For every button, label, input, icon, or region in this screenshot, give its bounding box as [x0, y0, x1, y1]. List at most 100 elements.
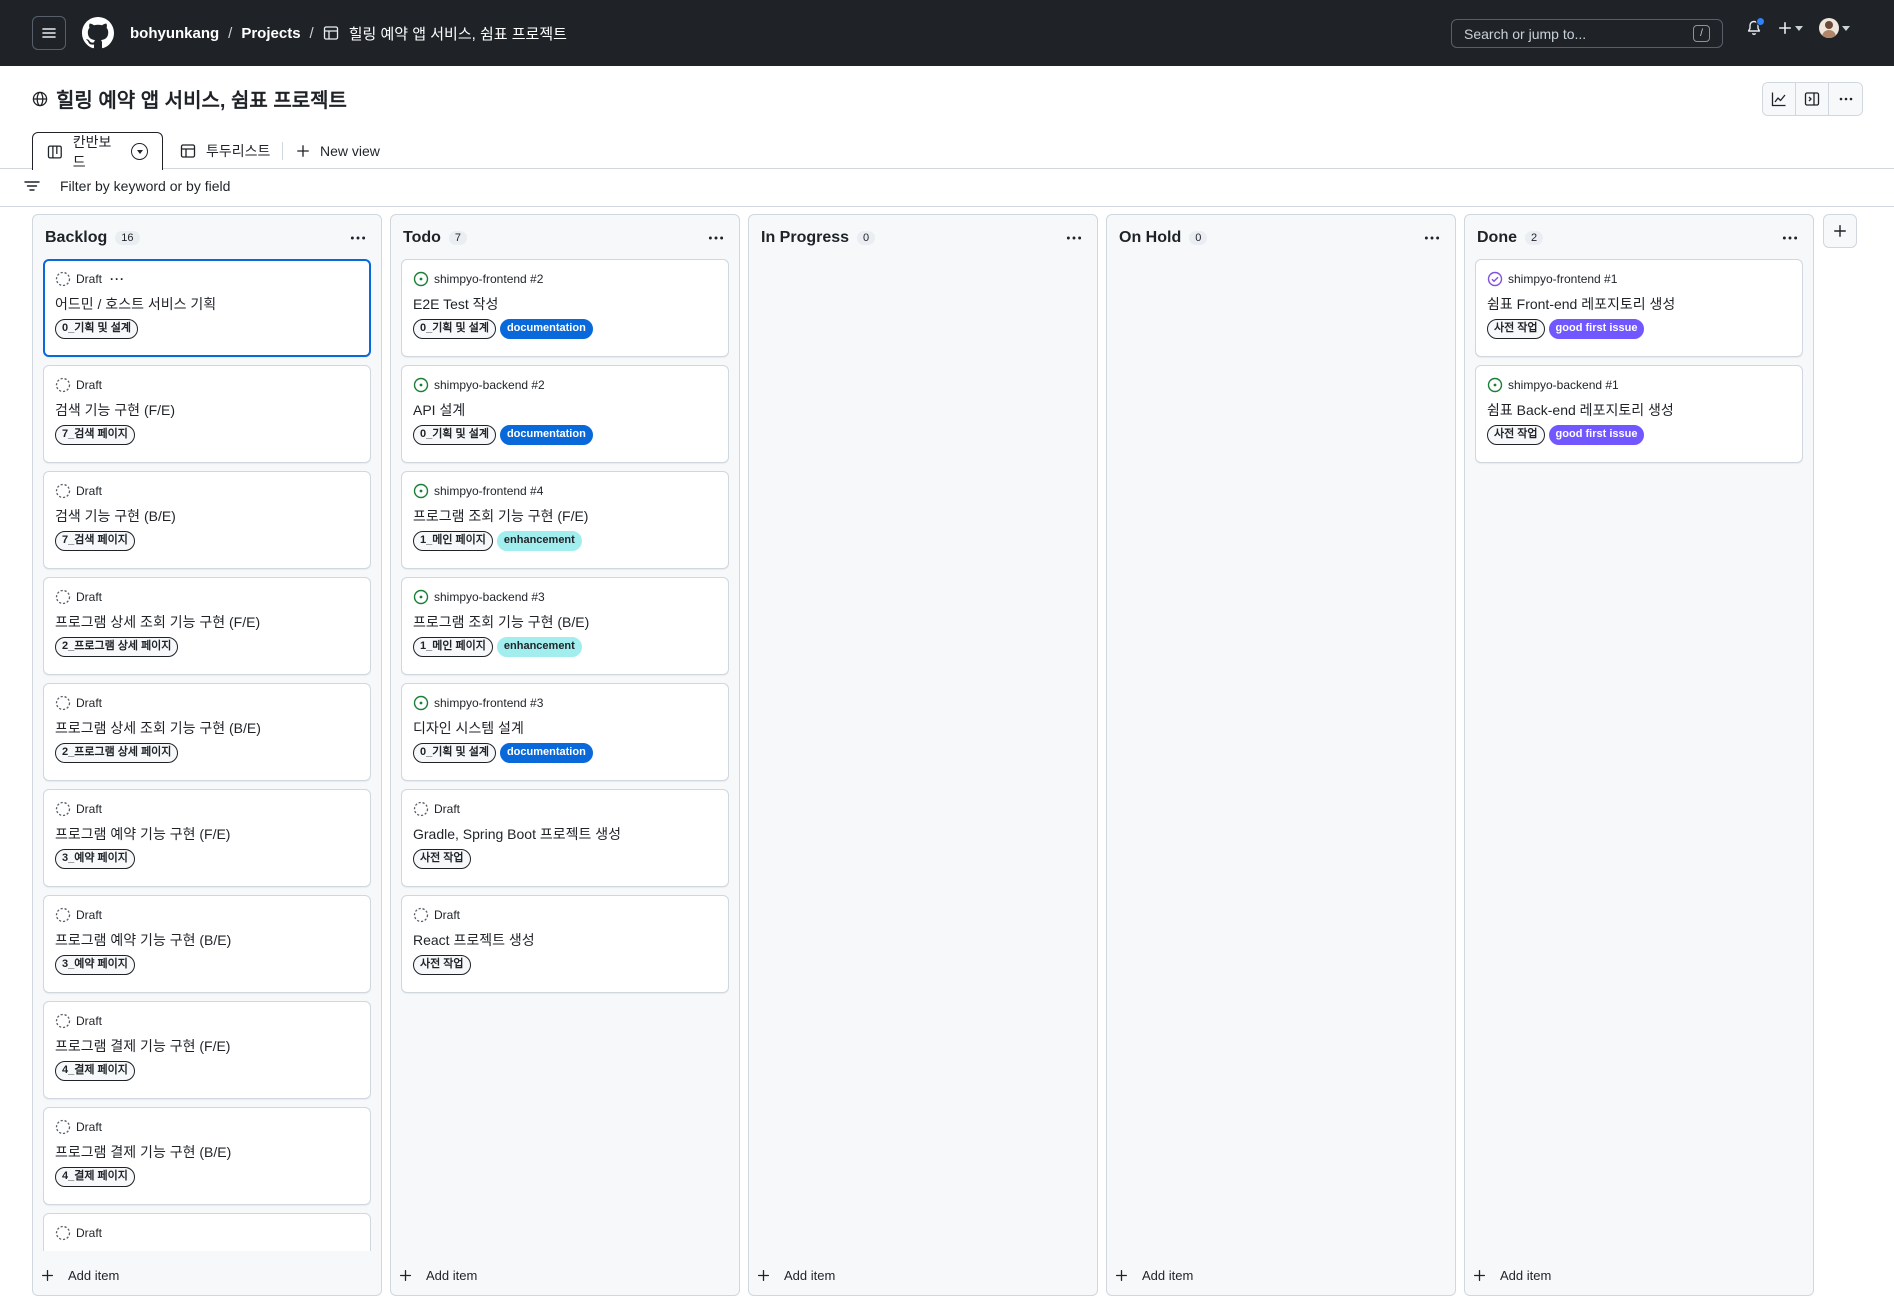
add-column-button[interactable] [1823, 214, 1857, 248]
side-panel-button[interactable] [1796, 83, 1829, 115]
global-header: bohyunkang / Projects / 힐링 예약 앱 서비스, 쉼표 … [0, 0, 1894, 66]
item-card[interactable]: Draft 검색 기능 구현 (F/E) 7_검색 페이지 [43, 365, 371, 463]
more-options-button[interactable] [1829, 83, 1862, 115]
add-item-button[interactable]: Add item [757, 1268, 835, 1283]
card-title[interactable]: 프로그램 결제 기능 구현 (F/E) [55, 1038, 231, 1054]
menu-button[interactable] [32, 16, 66, 50]
tab-label: 칸반보드 [72, 133, 112, 170]
column-header: Todo 7 [403, 229, 727, 247]
label-badge: 0_기획 및 설계 [413, 743, 496, 763]
card-more-button[interactable]: ··· [110, 272, 126, 286]
card-title[interactable]: 검색 기능 구현 (B/E) [55, 508, 176, 524]
card-title[interactable]: React 프로젝트 생성 [413, 932, 535, 948]
card-labels: 2_프로그램 상세 페이지 [55, 743, 359, 763]
card-repo-ref: Draft [76, 1120, 103, 1134]
label-badge: 7_검색 페이지 [55, 531, 135, 551]
item-card[interactable]: Draft 프로그램 상세 조회 기능 구현 (B/E) 2_프로그램 상세 페이지 [43, 683, 371, 781]
header-actions [1746, 17, 1850, 38]
breadcrumb-owner[interactable]: bohyunkang [130, 24, 220, 42]
item-card[interactable]: Draft 프로그램 상세 조회 기능 구현 (F/E) 2_프로그램 상세 페이지 [43, 577, 371, 675]
new-view-button[interactable]: New view [296, 132, 380, 169]
item-card[interactable]: shimpyo-frontend #1 쉼표 Front-end 레포지토리 생성… [1475, 259, 1803, 357]
card-meta: Draft ··· [55, 270, 359, 288]
column-menu-button[interactable] [1065, 229, 1083, 247]
item-card[interactable]: Draft 프로그램 예약 기능 구현 (F/E) 3_예약 페이지 [43, 789, 371, 887]
card-title[interactable]: 프로그램 조회 기능 구현 (B/E) [413, 614, 590, 630]
search-placeholder: Search or jump to... [1464, 25, 1587, 42]
label-badge: 사전 작업 [1487, 319, 1545, 339]
view-options-button[interactable] [131, 143, 148, 160]
card-title[interactable]: 프로그램 상세 조회 기능 구현 (B/E) [55, 720, 261, 736]
label-badge: 4_결제 페이지 [55, 1167, 135, 1187]
card-title[interactable]: 프로그램 조회 기능 구현 (F/E) [413, 508, 589, 524]
hamburger-icon [42, 28, 56, 38]
card-repo-ref[interactable]: shimpyo-backend #3 [434, 590, 545, 604]
item-card[interactable]: shimpyo-frontend #4 프로그램 조회 기능 구현 (F/E) 1_… [401, 471, 729, 569]
add-item-button[interactable]: Add item [41, 1268, 119, 1283]
item-card[interactable]: Draft [43, 1213, 371, 1251]
filter-input[interactable]: Filter by keyword or by field [60, 178, 231, 194]
card-title[interactable]: API 설계 [413, 402, 466, 418]
item-card[interactable]: shimpyo-frontend #3 디자인 시스템 설계 0_기획 및 설계 do… [401, 683, 729, 781]
column-menu-button[interactable] [1423, 229, 1441, 247]
column-name: Todo [403, 229, 441, 246]
card-list: shimpyo-frontend #1 쉼표 Front-end 레포지토리 생성… [1475, 259, 1803, 1251]
item-card[interactable]: Draft 검색 기능 구현 (B/E) 7_검색 페이지 [43, 471, 371, 569]
plus-icon [1473, 1269, 1486, 1282]
card-repo-ref: Draft [434, 802, 461, 816]
draft-issue-icon [55, 377, 71, 393]
notifications-button[interactable] [1746, 17, 1765, 36]
item-card[interactable]: shimpyo-backend #1 쉼표 Back-end 레포지토리 생성 사전… [1475, 365, 1803, 463]
label-badge: enhancement [496, 531, 582, 551]
card-labels: 4_결제 페이지 [55, 1167, 359, 1187]
item-card[interactable]: Draft React 프로젝트 생성 사전 작업 [401, 895, 729, 993]
card-repo-ref[interactable]: shimpyo-backend #1 [1508, 378, 1619, 392]
plus-icon [1778, 21, 1792, 35]
label-badge: 사전 작업 [413, 849, 471, 869]
item-card[interactable]: shimpyo-backend #3 프로그램 조회 기능 구현 (B/E) 1_메… [401, 577, 729, 675]
card-title[interactable]: 디자인 시스템 설계 [413, 720, 524, 736]
card-title[interactable]: 검색 기능 구현 (F/E) [55, 402, 176, 418]
card-title[interactable]: 프로그램 상세 조회 기능 구현 (F/E) [55, 614, 261, 630]
create-new-button[interactable] [1778, 21, 1803, 35]
card-title[interactable]: E2E Test 작성 [413, 296, 499, 312]
card-title[interactable]: 프로그램 예약 기능 구현 (F/E) [55, 826, 231, 842]
column-menu-button[interactable] [707, 229, 725, 247]
item-card[interactable]: Draft ··· 어드민 / 호스트 서비스 기획 0_기획 및 설계 [43, 259, 371, 357]
add-item-button[interactable]: Add item [1473, 1268, 1551, 1283]
filter-bar[interactable]: Filter by keyword or by field [24, 178, 230, 194]
item-card[interactable]: Draft 프로그램 예약 기능 구현 (B/E) 3_예약 페이지 [43, 895, 371, 993]
breadcrumb-project[interactable]: 힐링 예약 앱 서비스, 쉼표 프로젝트 [323, 23, 567, 44]
card-repo-ref[interactable]: shimpyo-frontend #4 [434, 484, 544, 498]
card-repo-ref[interactable]: shimpyo-frontend #3 [434, 696, 544, 710]
chevron-down-icon [1795, 25, 1803, 31]
card-title[interactable]: 어드민 / 호스트 서비스 기획 [55, 296, 217, 312]
item-card[interactable]: shimpyo-frontend #2 E2E Test 작성 0_기획 및 설계 d… [401, 259, 729, 357]
card-title[interactable]: 쉼표 Front-end 레포지토리 생성 [1487, 296, 1676, 312]
label-badge: 2_프로그램 상세 페이지 [55, 637, 179, 657]
item-card[interactable]: Draft 프로그램 결제 기능 구현 (B/E) 4_결제 페이지 [43, 1107, 371, 1205]
card-title[interactable]: 쉼표 Back-end 레포지토리 생성 [1487, 402, 1674, 418]
github-logo-icon[interactable] [82, 17, 114, 49]
column-menu-button[interactable] [1781, 229, 1799, 247]
search-input[interactable]: Search or jump to... / [1451, 19, 1723, 48]
tab-kanban[interactable]: 칸반보드 [32, 132, 163, 170]
breadcrumb-projects[interactable]: Projects [241, 24, 301, 42]
add-item-button[interactable]: Add item [1115, 1268, 1193, 1283]
tab-todolist[interactable]: 투두리스트 [180, 132, 270, 169]
add-item-button[interactable]: Add item [399, 1268, 477, 1283]
column-header: Done 2 [1477, 229, 1801, 247]
card-repo-ref[interactable]: shimpyo-frontend #2 [434, 272, 544, 286]
card-repo-ref[interactable]: shimpyo-frontend #1 [1508, 272, 1618, 286]
card-title[interactable]: Gradle, Spring Boot 프로젝트 생성 [413, 826, 622, 842]
card-title[interactable]: 프로그램 예약 기능 구현 (B/E) [55, 932, 232, 948]
column-menu-button[interactable] [349, 229, 367, 247]
item-card[interactable]: Draft 프로그램 결제 기능 구현 (F/E) 4_결제 페이지 [43, 1001, 371, 1099]
board-column: Todo 7 shimpyo-frontend #2 E2E Test 작성 0_기획 … [390, 214, 740, 1296]
insights-button[interactable] [1763, 83, 1796, 115]
user-menu-button[interactable] [1819, 18, 1850, 38]
item-card[interactable]: shimpyo-backend #2 API 설계 0_기획 및 설계 documen… [401, 365, 729, 463]
card-repo-ref[interactable]: shimpyo-backend #2 [434, 378, 545, 392]
card-title[interactable]: 프로그램 결제 기능 구현 (B/E) [55, 1144, 232, 1160]
